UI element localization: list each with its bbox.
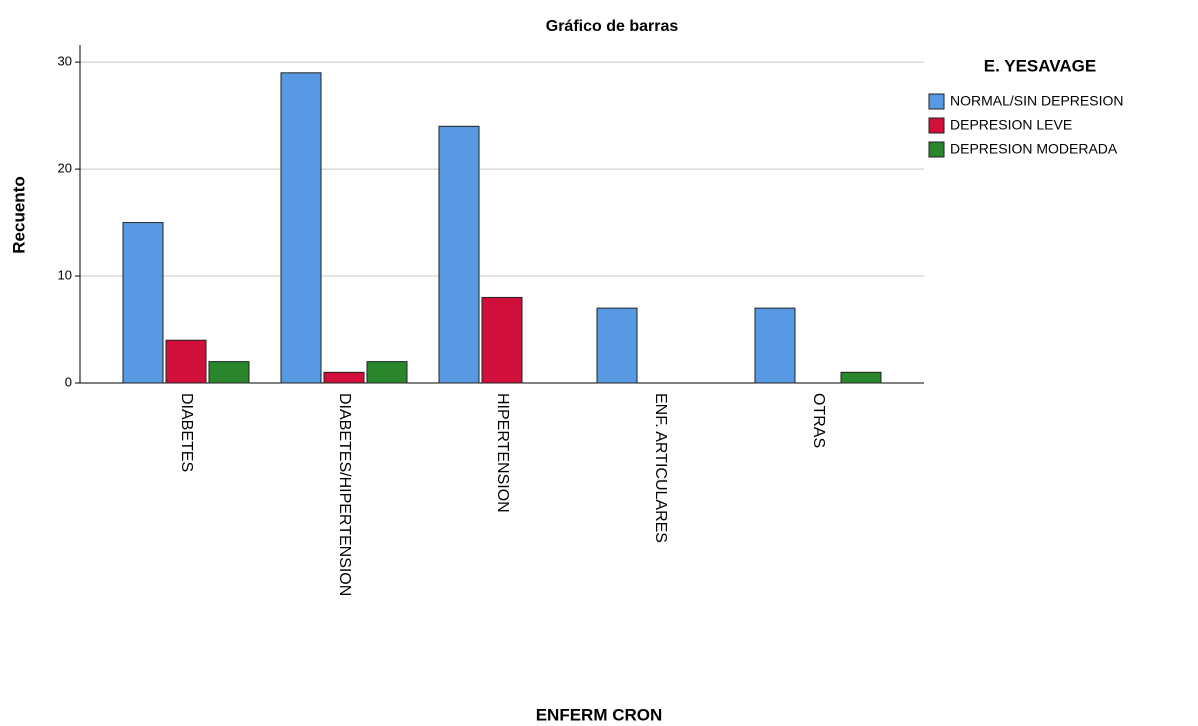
y-tick-label: 10: [58, 267, 72, 282]
bar: [596, 307, 638, 384]
chart-title: Gráfico de barras: [546, 18, 679, 35]
legend-label: DEPRESION MODERADA: [950, 141, 1118, 157]
bar: [122, 222, 164, 384]
bar: [280, 72, 322, 384]
bar: [165, 339, 207, 384]
bar: [840, 371, 882, 384]
bar: [438, 125, 480, 384]
x-tick-label: OTRAS: [810, 393, 827, 448]
x-tick-label: DIABETES: [178, 393, 195, 472]
legend-swatch: [928, 117, 945, 134]
bar: [481, 296, 523, 384]
legend-swatch: [928, 93, 945, 110]
legend-title: E. YESAVAGE: [984, 56, 1096, 75]
x-axis-label: ENFERM CRON: [536, 705, 663, 724]
y-axis-label: Recuento: [9, 176, 28, 253]
legend-swatch: [928, 141, 945, 158]
x-tick-label: HIPERTENSION: [494, 393, 511, 513]
bar: [323, 371, 365, 384]
bar: [754, 307, 796, 384]
bar: [366, 361, 408, 384]
legend-label: NORMAL/SIN DEPRESION: [950, 93, 1123, 109]
bar: [208, 361, 250, 384]
x-tick-label: DIABETES/HIPERTENSION: [336, 393, 353, 596]
y-tick-label: 30: [58, 54, 72, 69]
legend-label: DEPRESION LEVE: [950, 117, 1072, 133]
y-tick-label: 20: [58, 161, 72, 176]
y-tick-label: 0: [65, 374, 72, 389]
x-tick-label: ENF. ARTICULARES: [652, 393, 669, 543]
